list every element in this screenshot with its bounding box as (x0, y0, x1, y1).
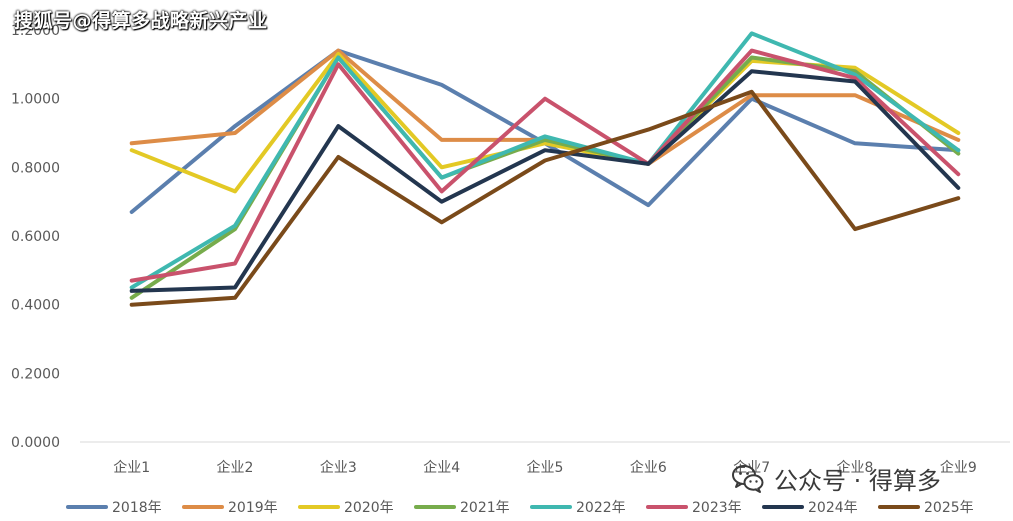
legend-label: 2023年 (692, 500, 742, 516)
series-lines (129, 31, 961, 307)
y-tick-label: 0.0000 (11, 435, 60, 451)
series-line-2018年 (129, 48, 961, 214)
legend-label: 2018年 (112, 500, 162, 516)
x-tick-label: 企业4 (423, 459, 460, 476)
y-tick-label: 1.2000 (11, 23, 60, 39)
y-tick-label: 0.2000 (11, 366, 60, 382)
series-line-2022年 (129, 31, 961, 290)
series-line-2025年 (129, 89, 961, 307)
y-tick-label: 0.8000 (11, 160, 60, 176)
legend-label: 2020年 (344, 500, 394, 516)
legend-label: 2025年 (924, 500, 974, 516)
x-tick-label: 企业2 (217, 459, 254, 476)
series-line-2024年 (129, 69, 961, 293)
legend: 2018年 2019年 2020年 2021年 2022年 2023年 2024年 2025年 (66, 500, 974, 516)
legend-label: 2021年 (460, 500, 510, 516)
x-tick-label: 企业3 (320, 459, 357, 476)
legend-label: 2022年 (576, 500, 626, 516)
x-tick-label: 企业8 (837, 459, 874, 476)
x-tick-label: 企业1 (113, 459, 150, 476)
axes: 0.0000 0.2000 0.4000 0.6000 0.8000 1.0000 1.20… (11, 23, 1010, 476)
x-tick-label: 企业5 (527, 459, 564, 476)
y-tick-label: 1.0000 (11, 92, 60, 108)
x-tick-label: 企业9 (940, 459, 977, 476)
y-tick-label: 0.6000 (11, 229, 60, 245)
watermark-wechat-text: 公众号 · 得算多 (774, 466, 941, 495)
watermark-sohu: 搜狐号@得算多战略新兴产业 (14, 10, 268, 32)
wechat-icon (732, 465, 764, 493)
legend-label: 2024年 (808, 500, 858, 516)
x-tick-label: 企业6 (630, 459, 667, 476)
y-tick-label: 0.4000 (11, 298, 60, 314)
series-line-2023年 (129, 48, 961, 283)
watermark-wechat: 公众号 · 得算多 (730, 460, 941, 496)
legend-label: 2019年 (228, 500, 278, 516)
